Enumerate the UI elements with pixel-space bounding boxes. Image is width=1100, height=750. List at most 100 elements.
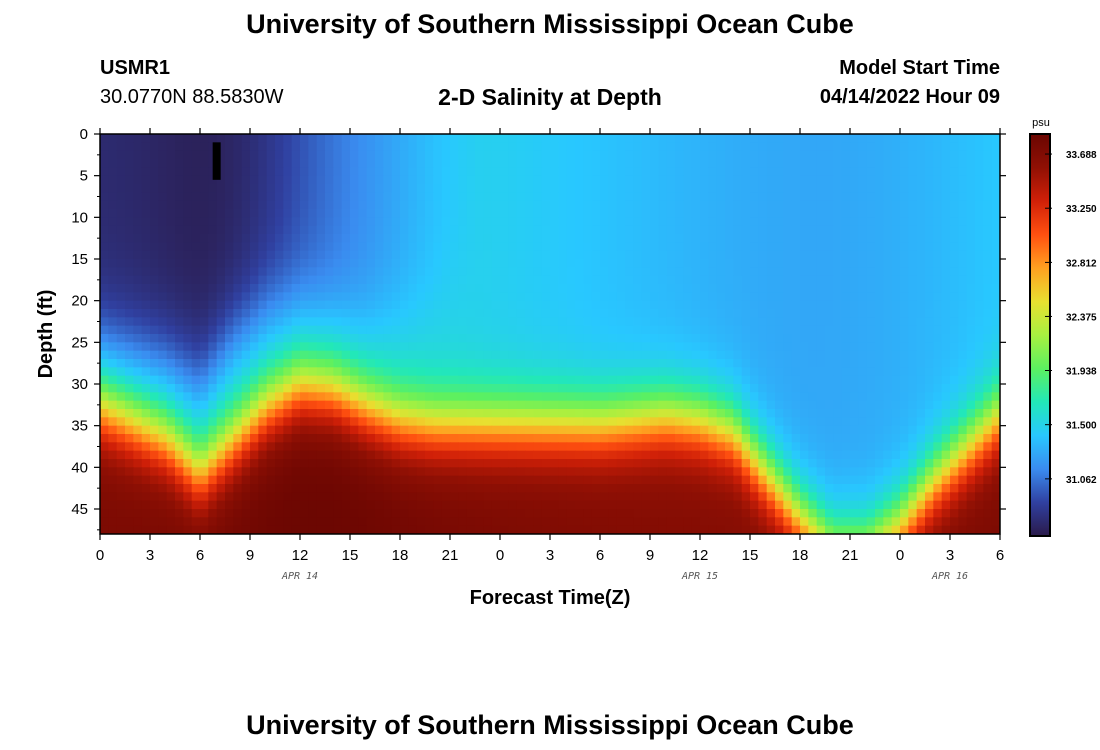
heatmap-cell — [450, 367, 459, 377]
heatmap-cell — [441, 334, 451, 343]
heatmap-cell — [725, 259, 734, 268]
heatmap-cell — [383, 509, 393, 518]
heatmap-cell — [116, 400, 126, 410]
heatmap-cell — [291, 392, 301, 402]
heatmap-cell — [908, 434, 918, 443]
heatmap-cell — [308, 375, 318, 385]
heatmap-cell — [425, 384, 434, 393]
heatmap-cell — [466, 434, 476, 443]
heatmap-cell — [775, 142, 784, 152]
heatmap-cell — [933, 409, 943, 418]
heatmap-cell — [425, 259, 434, 268]
heatmap-cell — [225, 417, 234, 427]
heatmap-cell — [108, 284, 118, 293]
heatmap-cell — [141, 467, 151, 477]
heatmap-cell — [775, 250, 784, 260]
heatmap-cell — [600, 492, 609, 502]
heatmap-cell — [183, 175, 193, 185]
heatmap-cell — [983, 259, 993, 268]
heatmap-cell — [791, 500, 801, 510]
heatmap-cell — [366, 334, 376, 343]
heatmap-cell — [233, 209, 243, 218]
heatmap-cell — [975, 334, 984, 343]
heatmap-cell — [966, 475, 976, 485]
heatmap-cell — [858, 234, 868, 243]
heatmap-cell — [900, 409, 909, 418]
heatmap-cell — [708, 134, 718, 143]
heatmap-cell — [508, 409, 518, 418]
heatmap-cell — [291, 225, 301, 235]
heatmap-cell — [175, 450, 184, 460]
heatmap-cell — [966, 217, 976, 227]
heatmap-cell — [908, 417, 918, 427]
heatmap-cell — [575, 259, 584, 268]
heatmap-cell — [233, 292, 243, 302]
heatmap-cell — [158, 325, 168, 335]
heatmap-cell — [558, 267, 568, 277]
heatmap-cell — [141, 400, 151, 410]
heatmap-cell — [950, 367, 959, 377]
heatmap-cell — [808, 267, 818, 277]
heatmap-cell — [833, 275, 843, 285]
heatmap-cell — [700, 234, 709, 243]
heatmap-cell — [933, 375, 943, 385]
heatmap-cell — [425, 367, 434, 377]
heatmap-cell — [966, 209, 976, 218]
heatmap-cell — [500, 134, 509, 143]
heatmap-cell — [308, 392, 318, 402]
heatmap-cell — [675, 284, 684, 293]
heatmap-cell — [608, 142, 618, 152]
heatmap-cell — [366, 384, 376, 393]
heatmap-cell — [591, 142, 601, 152]
heatmap-cell — [191, 350, 201, 360]
heatmap-cell — [433, 442, 443, 452]
heatmap-cell — [141, 234, 151, 243]
heatmap-cell — [258, 492, 268, 502]
heatmap-cell — [941, 342, 951, 352]
heatmap-cell — [450, 459, 459, 468]
heatmap-cell — [633, 359, 643, 368]
heatmap-cell — [175, 225, 184, 235]
heatmap-cell — [458, 325, 468, 335]
heatmap-cell — [450, 267, 459, 277]
heatmap-cell — [508, 184, 518, 193]
heatmap-cell — [908, 367, 918, 377]
heatmap-cell — [791, 350, 801, 360]
heatmap-cell — [450, 359, 459, 368]
heatmap-cell — [816, 492, 826, 502]
heatmap-cell — [300, 142, 309, 152]
heatmap-cell — [266, 509, 276, 518]
heatmap-cell — [108, 275, 118, 285]
heatmap-cell — [183, 492, 193, 502]
heatmap-cell — [500, 409, 509, 418]
heatmap-cell — [625, 267, 634, 277]
heatmap-cell — [450, 150, 459, 160]
heatmap-cell — [700, 309, 709, 318]
heatmap-cell — [158, 167, 168, 177]
heatmap-cell — [591, 484, 601, 493]
heatmap-cell — [841, 134, 851, 143]
heatmap-cell — [483, 342, 493, 352]
heatmap-cell — [491, 367, 501, 377]
heatmap-cell — [275, 400, 284, 410]
heatmap-cell — [725, 142, 734, 152]
heatmap-cell — [808, 434, 818, 443]
heatmap-cell — [741, 142, 751, 152]
heatmap-cell — [841, 267, 851, 277]
heatmap-cell — [883, 242, 893, 252]
heatmap-cell — [750, 442, 759, 452]
heatmap-cell — [575, 167, 584, 177]
heatmap-cell — [100, 359, 109, 368]
heatmap-cell — [908, 342, 918, 352]
heatmap-cell — [600, 134, 609, 143]
heatmap-cell — [950, 309, 959, 318]
heatmap-cell — [225, 234, 234, 243]
heatmap-cell — [583, 400, 593, 410]
heatmap-cell — [225, 184, 234, 193]
heatmap-cell — [600, 225, 609, 235]
heatmap-cell — [741, 484, 751, 493]
heatmap-cell — [316, 409, 326, 418]
heatmap-cell — [766, 492, 776, 502]
heatmap-cell — [716, 367, 726, 377]
heatmap-cell — [275, 359, 284, 368]
